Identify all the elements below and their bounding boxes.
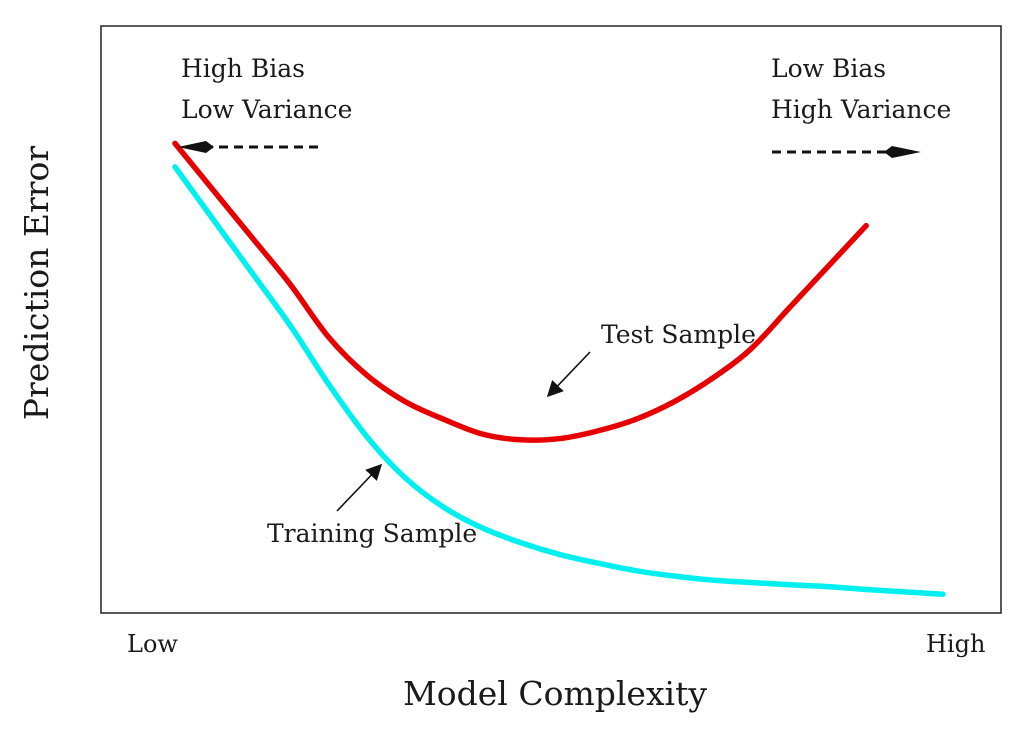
- test-sample-line: [172, 140, 869, 443]
- training-sample-line: [172, 164, 946, 597]
- x-axis-label: Model Complexity: [403, 674, 707, 713]
- training-sample-label: Training Sample: [267, 519, 477, 548]
- plot-frame: [100, 25, 1002, 614]
- high-bias-label: High Bias: [181, 54, 305, 83]
- test-sample-label: Test Sample: [601, 320, 756, 349]
- low-bias-label: Low Bias: [771, 54, 886, 83]
- test-sample-pointer: [546, 351, 591, 398]
- high-variance-label: High Variance: [771, 95, 951, 124]
- low-variance-label: Low Variance: [181, 95, 352, 124]
- left-dashed-arrow: [178, 141, 318, 153]
- x-tick-high: High: [926, 630, 985, 658]
- y-axis-label: Prediction Error: [17, 146, 56, 421]
- x-tick-low: Low: [127, 630, 178, 658]
- right-dashed-arrow: [772, 146, 921, 158]
- training-sample-pointer: [336, 463, 383, 512]
